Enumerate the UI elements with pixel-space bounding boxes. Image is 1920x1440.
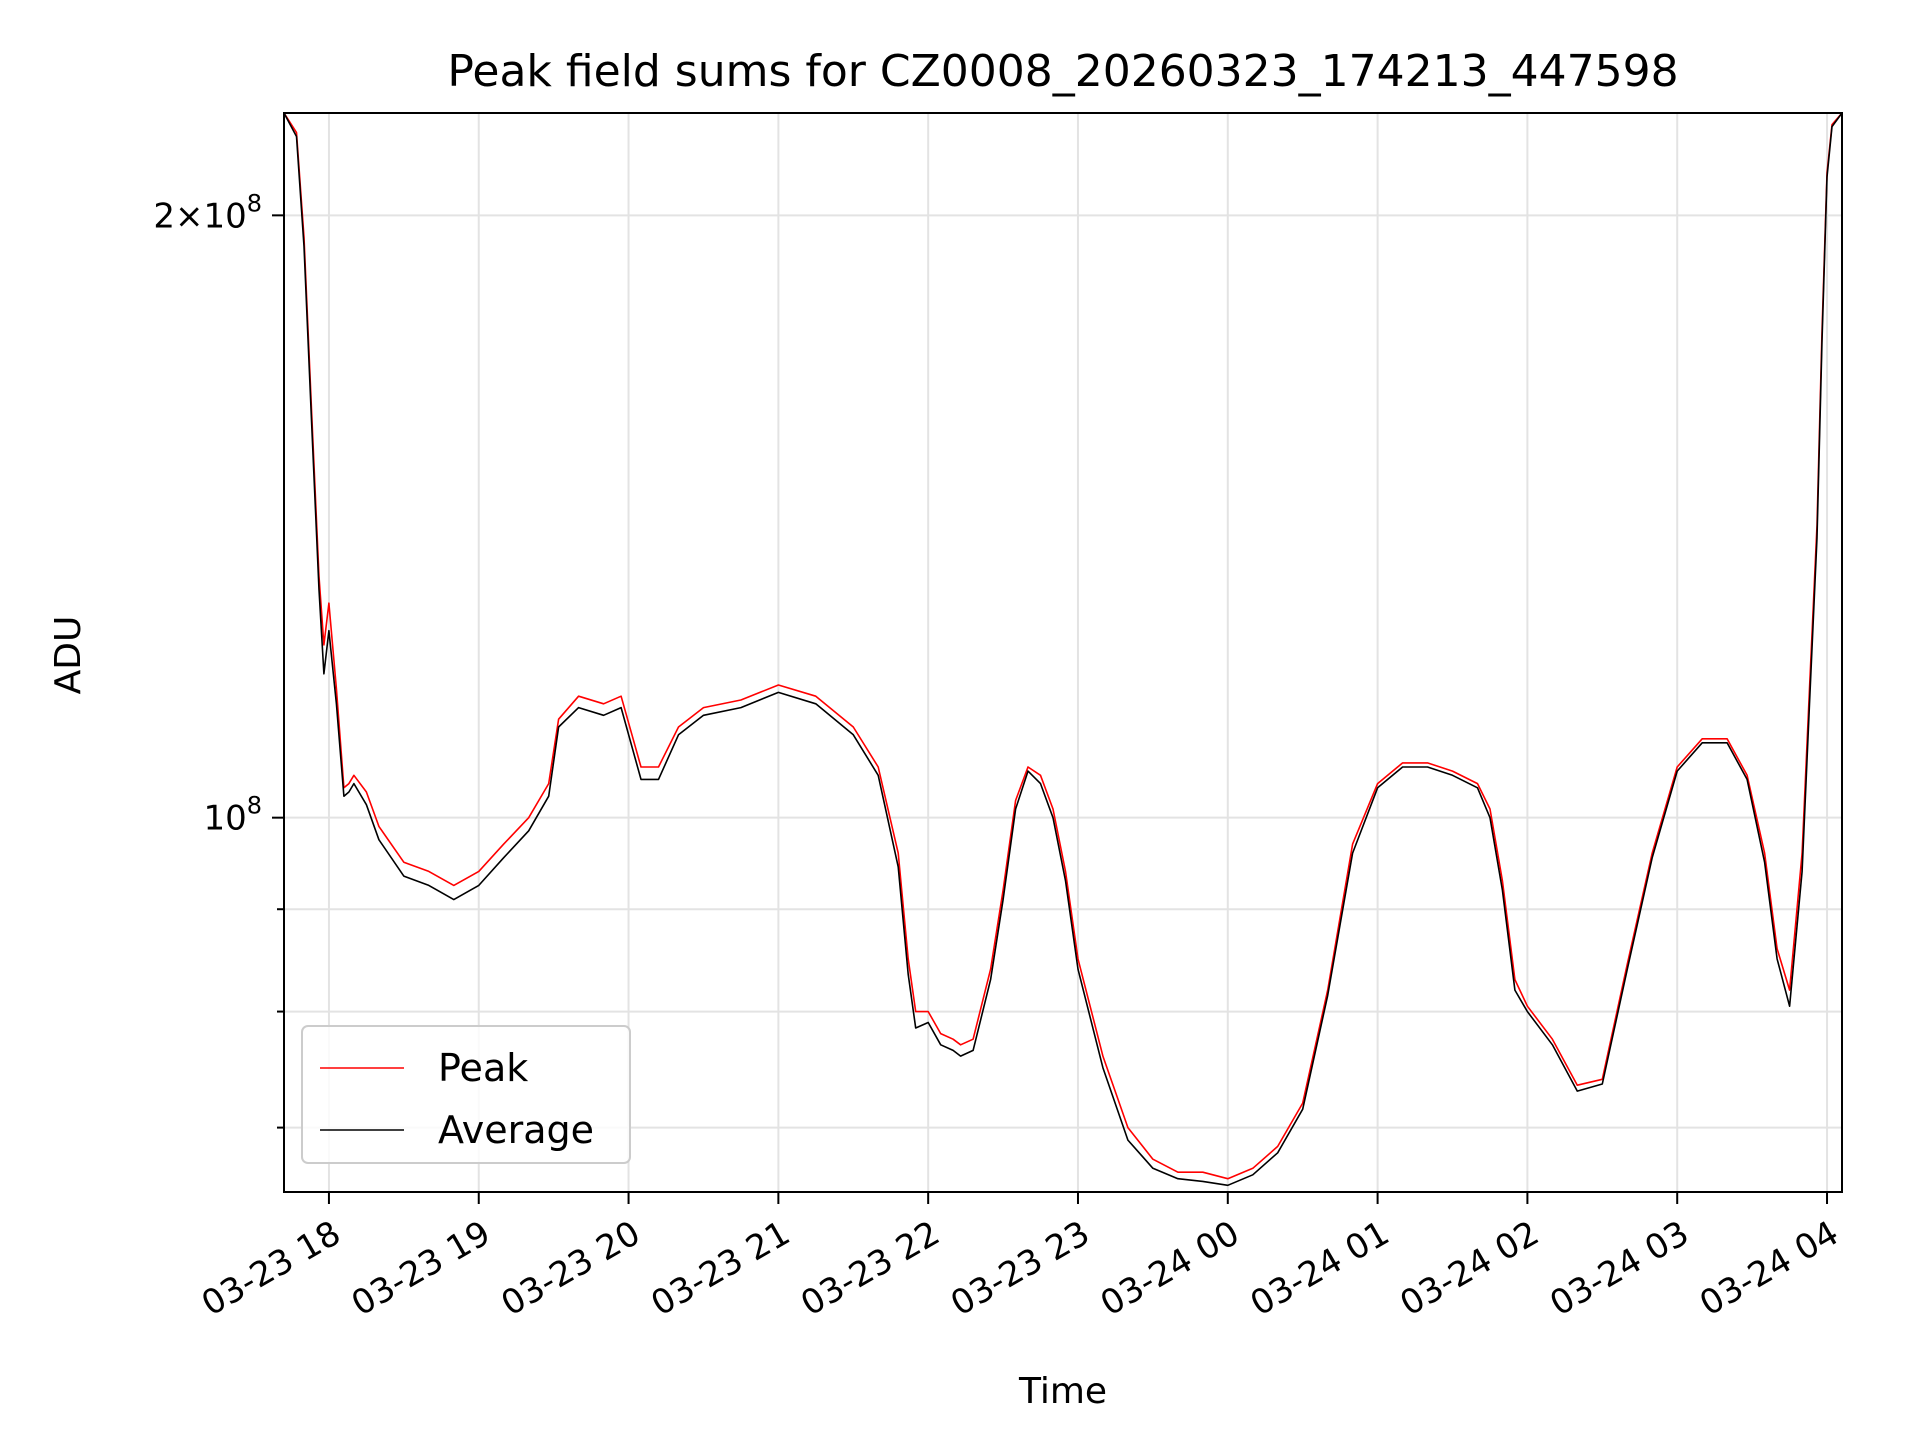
x-axis-label: Time bbox=[1018, 1371, 1107, 1412]
series-line-peak bbox=[284, 113, 1842, 1180]
chart-title: Peak field sums for CZ0008_20260323_1742… bbox=[447, 46, 1678, 97]
y-tick-label: 2×108 bbox=[153, 189, 262, 236]
series-layer bbox=[284, 113, 1842, 1187]
series-line-average bbox=[284, 113, 1842, 1187]
grid bbox=[284, 113, 1842, 1192]
y-axis-label: ADU bbox=[48, 616, 89, 695]
y-tick-label: 108 bbox=[203, 792, 262, 839]
axes-frame bbox=[283, 112, 1843, 1193]
legend-box bbox=[301, 1025, 631, 1164]
legend-label-average: Average bbox=[438, 1108, 594, 1152]
legend-label-peak: Peak bbox=[438, 1046, 528, 1090]
legend: Peak Average bbox=[301, 1025, 631, 1164]
